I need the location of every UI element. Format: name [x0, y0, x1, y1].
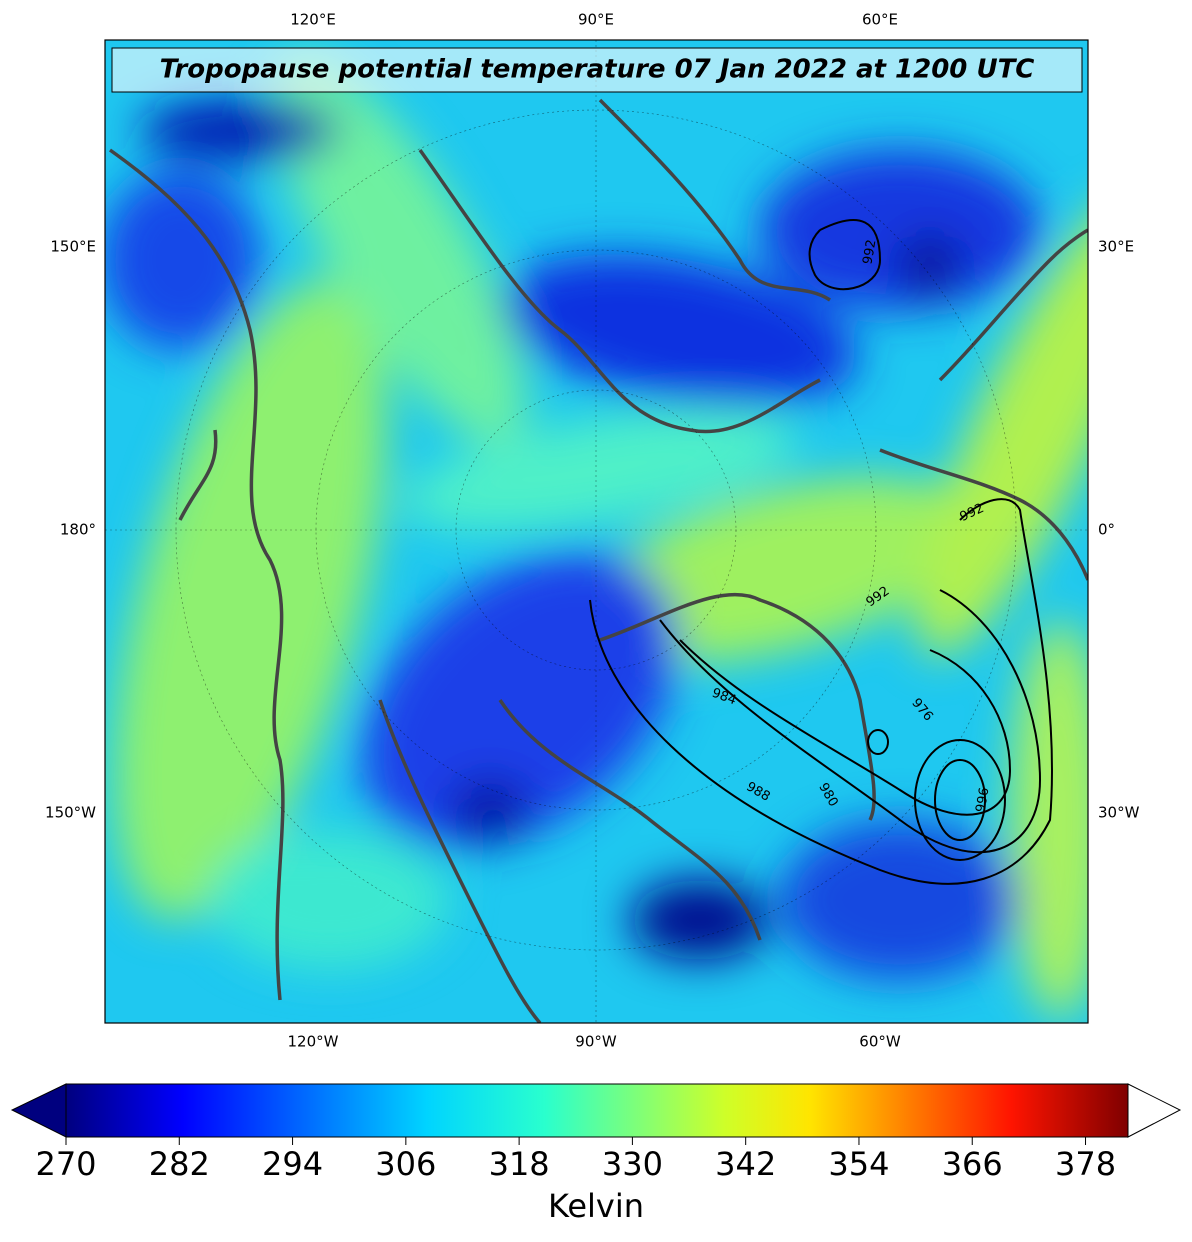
contour-label: 996 — [973, 786, 992, 813]
colorbar-extend-low — [10, 1083, 67, 1138]
colorbar-tick-label: 282 — [149, 1145, 210, 1183]
colorbar-label: Kelvin — [548, 1187, 644, 1225]
lon-label: 30°E — [1098, 238, 1134, 256]
colorbar-frame — [65, 1083, 1129, 1138]
colorbar-tick-label: 330 — [602, 1145, 663, 1183]
colorbar — [66, 1084, 1128, 1137]
title-box — [111, 47, 1083, 93]
lon-label: 120°W — [288, 1033, 339, 1051]
colorbar-tick-label: 270 — [35, 1145, 96, 1183]
map-title: Tropopause potential temperature 07 Jan … — [160, 55, 1035, 85]
lon-label: 60°W — [859, 1033, 901, 1051]
lon-label: 150°E — [50, 238, 96, 256]
lon-label: 120°E — [290, 11, 336, 29]
colorbar-tick-label: 366 — [942, 1145, 1003, 1183]
lon-label: 150°W — [45, 804, 96, 822]
colorbar-tick-label: 354 — [828, 1145, 889, 1183]
colorbar-tick-label: 318 — [489, 1145, 550, 1183]
colorbar-tick-label: 342 — [715, 1145, 776, 1183]
lon-label: 0° — [1098, 521, 1115, 539]
contour-label: 992 — [860, 238, 879, 265]
lon-label: 30°W — [1098, 804, 1140, 822]
map-field — [105, 40, 1088, 1023]
lon-label: 90°E — [578, 11, 614, 29]
colorbar-tick-label: 294 — [262, 1145, 323, 1183]
lon-label: 90°W — [575, 1033, 617, 1051]
lon-label: 60°E — [862, 11, 898, 29]
map-frame — [104, 39, 1089, 1024]
lon-label: 180° — [60, 521, 96, 539]
colorbar-tick-label: 378 — [1055, 1145, 1116, 1183]
colorbar-extend-high — [1127, 1083, 1182, 1138]
colorbar-tick-label: 306 — [375, 1145, 436, 1183]
